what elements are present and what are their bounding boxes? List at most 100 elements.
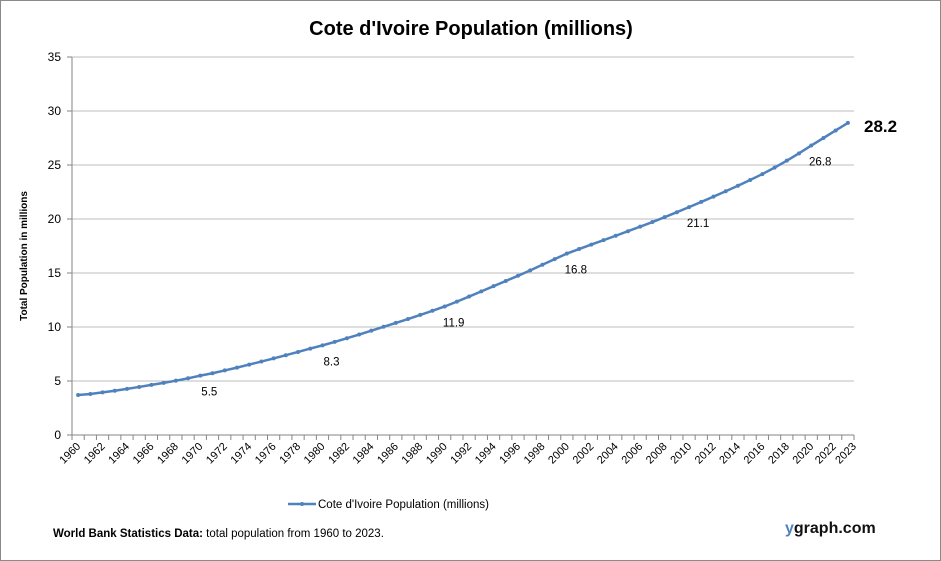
data-point <box>149 382 154 387</box>
x-tick-label: 1966 <box>131 441 157 467</box>
data-point <box>344 336 349 341</box>
data-point <box>735 183 740 188</box>
x-tick-label: 1984 <box>351 441 377 467</box>
x-tick-label: 2023 <box>833 441 859 467</box>
data-label: 16.8 <box>565 265 587 277</box>
source-note: World Bank Statistics Data: total popula… <box>53 528 384 540</box>
data-point <box>234 365 239 370</box>
data-point <box>540 262 545 267</box>
y-tick-label: 0 <box>54 428 61 442</box>
data-point <box>552 257 557 262</box>
x-tick-label: 1960 <box>57 441 83 467</box>
x-tick-label: 2012 <box>693 441 719 467</box>
data-point <box>283 353 288 358</box>
x-tick-label: 1994 <box>473 441 499 467</box>
x-tick-label: 1982 <box>326 441 352 467</box>
x-tick-label: 1980 <box>302 441 328 467</box>
data-point <box>809 143 814 148</box>
data-point <box>222 368 227 373</box>
x-tick-label: 2008 <box>644 441 670 467</box>
data-point <box>442 304 447 309</box>
data-point <box>320 343 325 348</box>
data-point <box>699 199 704 204</box>
x-tick-label: 1974 <box>228 441 254 467</box>
data-point <box>393 320 398 325</box>
data-point <box>503 278 508 283</box>
legend-label: Cote d'Ivoire Population (millions) <box>318 499 489 511</box>
data-point <box>357 332 362 337</box>
data-point <box>650 220 655 225</box>
data-point <box>528 268 533 273</box>
data-point <box>845 120 850 125</box>
brand-logo[interactable]: ygraph.com <box>785 520 876 537</box>
data-point <box>259 359 264 364</box>
data-point <box>296 349 301 354</box>
data-point <box>308 346 313 351</box>
data-point <box>760 172 765 177</box>
x-tick-label: 2020 <box>791 441 817 467</box>
data-point <box>515 273 520 278</box>
data-point <box>674 210 679 215</box>
data-point <box>198 373 203 378</box>
data-point <box>479 289 484 294</box>
data-point <box>186 376 191 381</box>
x-tick-label: 1972 <box>204 441 230 467</box>
data-point <box>662 215 667 220</box>
data-point <box>76 393 81 398</box>
data-point <box>638 224 643 229</box>
data-point <box>601 238 606 243</box>
x-tick-label: 2022 <box>813 441 839 467</box>
data-label: 5.5 <box>201 387 217 399</box>
x-tick-label: 1986 <box>375 441 401 467</box>
x-tick-label: 1998 <box>522 441 548 467</box>
data-point <box>723 189 728 194</box>
legend-marker <box>300 502 304 506</box>
x-tick-label: 1976 <box>253 441 279 467</box>
data-point <box>613 233 618 238</box>
data-point <box>772 165 777 170</box>
x-tick-label: 1970 <box>180 441 206 467</box>
data-point <box>797 151 802 156</box>
data-label: 26.8 <box>809 157 831 169</box>
x-tick-label: 2006 <box>619 441 645 467</box>
x-tick-label: 1988 <box>400 441 426 467</box>
data-point <box>88 391 93 396</box>
x-tick-label: 1962 <box>82 441 108 467</box>
data-point <box>137 384 142 389</box>
x-tick-label: 1992 <box>448 441 474 467</box>
data-point <box>589 242 594 247</box>
end-value-label: 28.2 <box>864 117 897 136</box>
x-tick-label: 2018 <box>766 441 792 467</box>
data-label: 8.3 <box>323 356 339 368</box>
data-point <box>687 205 692 210</box>
data-point <box>833 128 838 133</box>
y-tick-label: 10 <box>48 320 62 334</box>
data-point <box>406 317 411 322</box>
data-point <box>625 229 630 234</box>
x-tick-label: 2004 <box>595 441 621 467</box>
data-point <box>271 356 276 361</box>
data-point <box>124 386 129 391</box>
data-point <box>467 294 472 299</box>
y-tick-label: 20 <box>48 212 62 226</box>
y-tick-label: 15 <box>48 266 62 280</box>
y-tick-label: 5 <box>54 374 61 388</box>
y-tick-label: 30 <box>48 104 62 118</box>
data-point <box>369 328 374 333</box>
data-point <box>821 136 826 140</box>
data-point <box>711 194 716 199</box>
data-point <box>491 284 496 289</box>
x-tick-label: 2010 <box>668 441 694 467</box>
x-tick-label: 2002 <box>571 441 597 467</box>
data-point <box>381 324 386 329</box>
data-point <box>784 158 789 163</box>
x-tick-label: 1996 <box>497 441 523 467</box>
data-point <box>247 362 252 367</box>
chart-title: Cote d'Ivoire Population (millions) <box>309 18 633 40</box>
source-label: World Bank Statistics Data: <box>53 528 203 540</box>
data-point <box>577 247 582 252</box>
data-point <box>332 339 337 344</box>
data-point <box>161 380 166 385</box>
